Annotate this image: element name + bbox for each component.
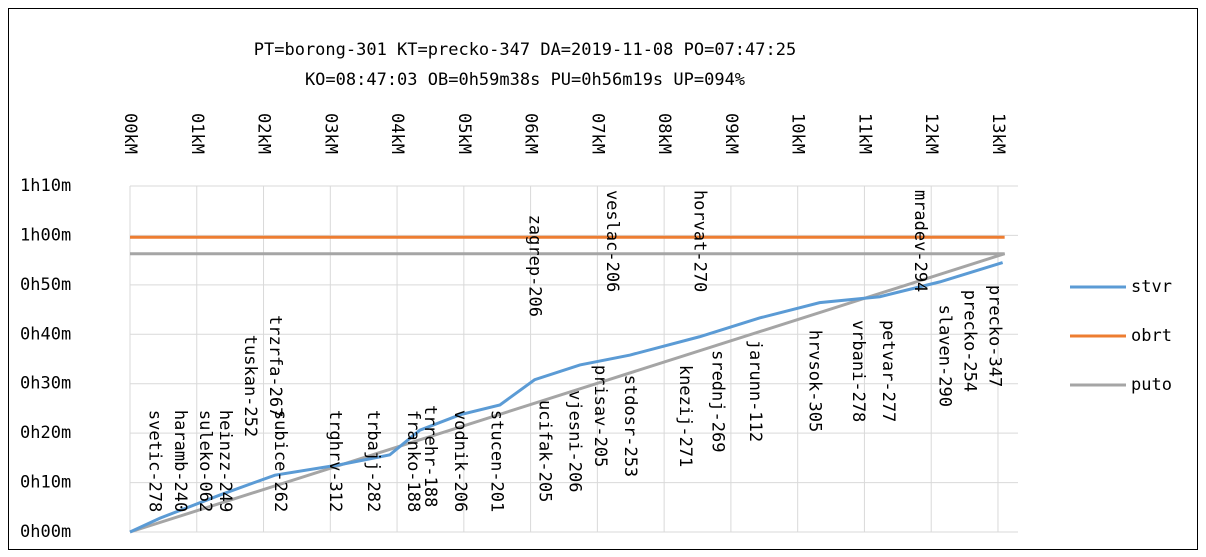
chart-border	[8, 8, 1198, 550]
station-label: prisav-205	[590, 365, 610, 467]
series-line	[129, 261, 1004, 534]
x-tick-label: 04kM	[387, 113, 407, 154]
y-tick-label: 0h30m	[20, 374, 71, 394]
station-label: trzrfa-267	[265, 315, 285, 417]
station-label: svetic-278	[145, 410, 165, 512]
y-tick-label: 0h00m	[20, 522, 71, 542]
x-tick-label: 07kM	[587, 113, 607, 154]
legend-label: obrt	[1131, 326, 1172, 346]
station-label: jarunn-112	[745, 340, 765, 442]
station-label: srednj-269	[708, 350, 728, 452]
station-label: subice-262	[270, 410, 290, 512]
station-label: trbajj-282	[363, 410, 383, 512]
station-label: suleko-062	[195, 410, 215, 512]
station-label: hrvsok-305	[804, 330, 824, 432]
x-tick-label: 10kM	[788, 113, 808, 154]
y-tick-label: 0h20m	[20, 423, 71, 443]
x-tick-label: 05kM	[454, 113, 474, 154]
station-label: horvat-270	[690, 190, 710, 292]
x-tick-label: 01kM	[187, 113, 207, 154]
station-label: precko-254	[959, 290, 979, 392]
station-label: stucen-201	[487, 410, 507, 512]
station-label: tuskan-252	[240, 335, 260, 437]
y-tick-label: 0h50m	[20, 275, 71, 295]
legend-label: puto	[1131, 375, 1172, 395]
x-tick-label: 08kM	[654, 113, 674, 154]
x-tick-label: 00kM	[120, 113, 140, 154]
station-label: trrehr-188	[420, 405, 440, 507]
station-label: haramb-240	[170, 410, 190, 512]
station-label: franko-188	[403, 410, 423, 512]
station-label: veslac-206	[602, 190, 622, 292]
x-tick-label: 13kM	[988, 113, 1008, 154]
series-line	[129, 252, 1006, 534]
legend-label: stvr	[1131, 277, 1172, 297]
x-tick-label: 11kM	[854, 113, 874, 154]
y-tick-label: 1h10m	[20, 176, 71, 196]
station-label: precko-347	[985, 285, 1005, 387]
y-tick-label: 0h10m	[20, 473, 71, 493]
station-label: vrbani-278	[848, 320, 868, 422]
station-label: slaven-290	[935, 305, 955, 407]
station-label: heinzz-249	[215, 410, 235, 512]
station-label: trghrv-312	[325, 410, 345, 512]
station-label: stdosr-253	[620, 375, 640, 477]
chart-title-line: PT=borong-301 KT=precko-347 DA=2019-11-0…	[254, 40, 796, 60]
station-label: knezij-271	[675, 365, 695, 467]
station-label: vodnik-206	[450, 410, 470, 512]
x-tick-label: 06kM	[521, 113, 541, 154]
x-tick-label: 09kM	[721, 113, 741, 154]
x-tick-label: 02kM	[254, 113, 274, 154]
station-label: zagrep-206	[525, 215, 545, 317]
x-tick-label: 12kM	[921, 113, 941, 154]
chart-title-line: KO=08:47:03 OB=0h59m38s PU=0h56m19s UP=0…	[305, 70, 745, 90]
y-tick-label: 0h40m	[20, 324, 71, 344]
station-label: petvar-277	[878, 320, 898, 422]
y-tick-label: 1h00m	[20, 225, 71, 245]
x-tick-label: 03kM	[320, 113, 340, 154]
station-label: mradev-294	[910, 190, 930, 292]
station-label: vjesni-206	[565, 390, 585, 492]
station-label: ucifak-205	[535, 400, 555, 502]
